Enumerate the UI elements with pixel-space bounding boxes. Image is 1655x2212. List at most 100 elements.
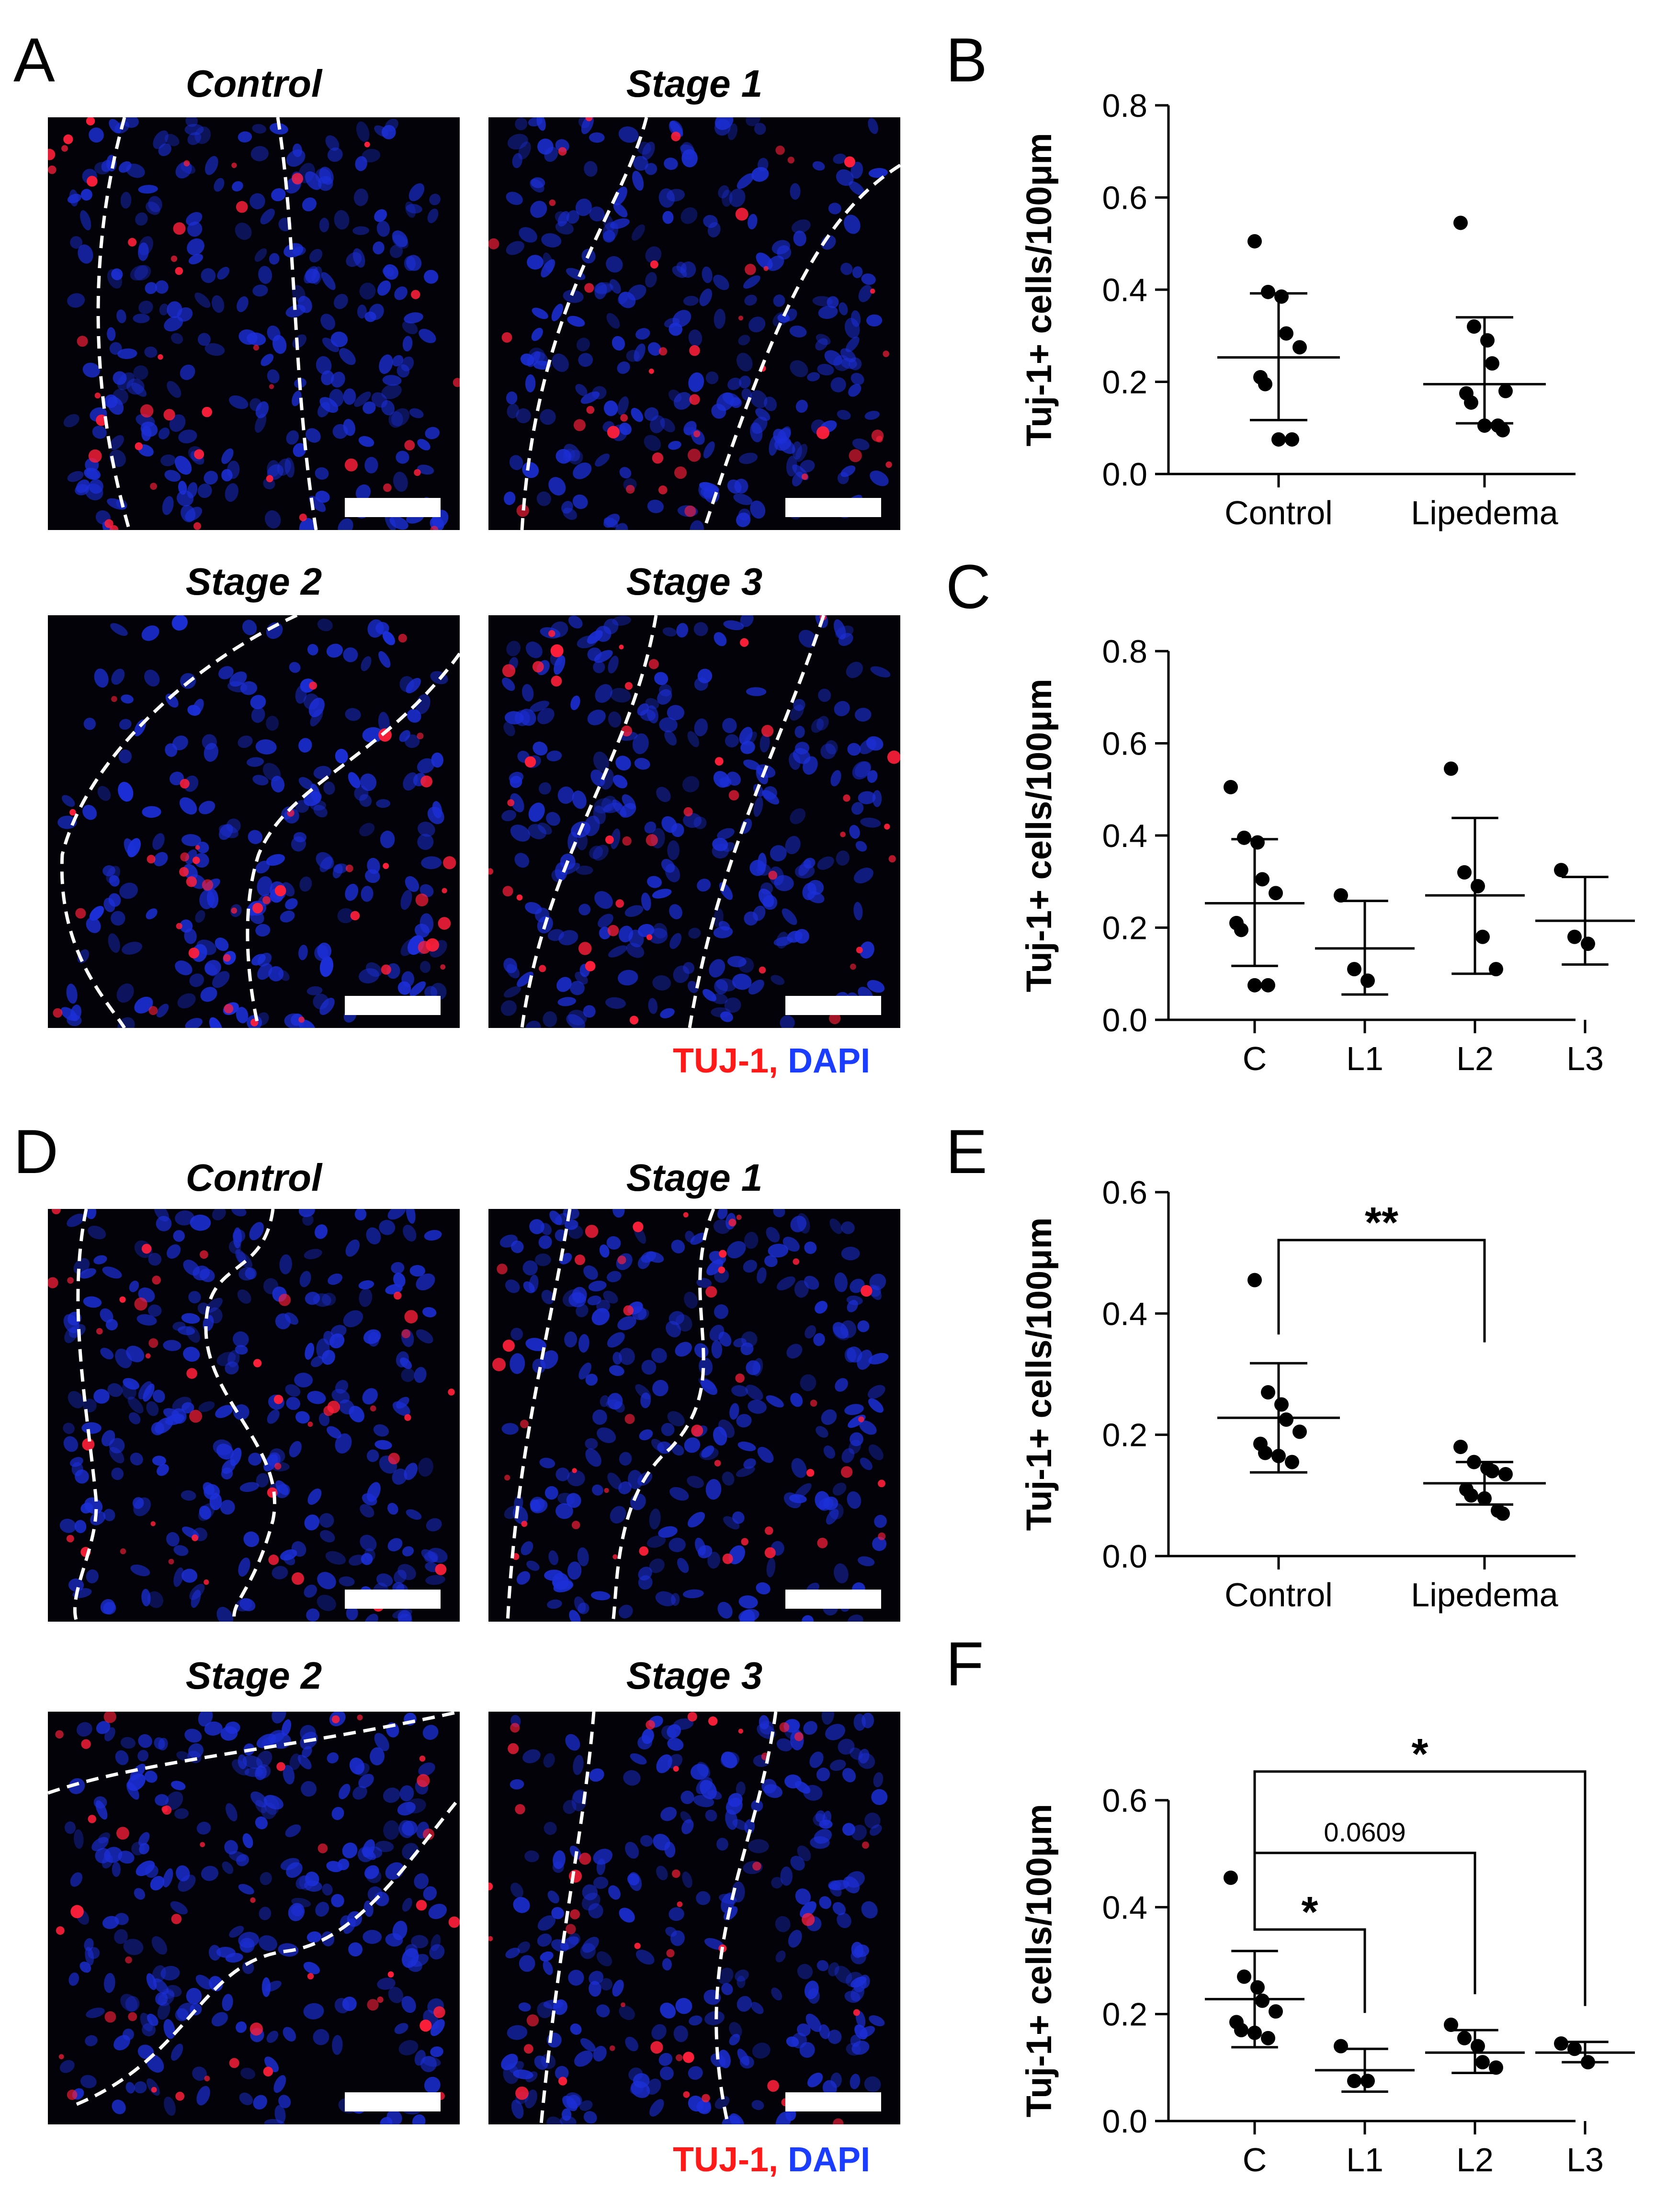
significance-bracket <box>1277 1239 1486 1343</box>
data-point <box>1554 2036 1568 2051</box>
significance-bracket <box>1253 1922 1366 2013</box>
x-tick-label: C <box>1243 2141 1267 2178</box>
y-axis-label: Tuj-1+ cells/100μm <box>1019 679 1059 993</box>
data-point <box>1247 1273 1262 1287</box>
data-point <box>1279 1412 1293 1427</box>
data-point <box>1347 962 1361 977</box>
y-tick-label: 0.8 <box>1102 88 1147 124</box>
data-point <box>1347 2074 1361 2088</box>
significance-bracket <box>1253 1770 1587 2006</box>
data-point <box>1581 2055 1595 2070</box>
data-point <box>1485 356 1499 371</box>
chart-c: 0.0 0.2 0.4 0.6 0.8 Tuj-1+ cells/100μm C L1 L2 L3 <box>1006 622 1635 1101</box>
data-point <box>1250 835 1265 850</box>
data-point <box>1581 937 1595 951</box>
panel-letter-b: B <box>946 25 987 95</box>
data-point <box>1285 432 1299 447</box>
data-point <box>1250 1980 1265 1995</box>
legend-a: TUJ-1, DAPI <box>673 1044 870 1078</box>
data-point <box>1471 2039 1485 2054</box>
data-point <box>1237 830 1251 845</box>
data-point <box>1498 384 1513 398</box>
data-point <box>1457 865 1472 880</box>
data-point <box>1224 779 1238 794</box>
significance-label: 0.0609 <box>1324 1817 1406 1847</box>
data-point <box>1496 423 1510 438</box>
y-axis-label: Tuj-1+ cells/100μm <box>1019 1218 1059 1531</box>
legend-a-dapi: DAPI <box>788 1042 871 1080</box>
image-title-a-control: Control <box>185 62 322 105</box>
data-point <box>1496 1506 1510 1521</box>
image-title-d-stage2: Stage 2 <box>185 1654 322 1697</box>
data-point <box>1480 333 1495 348</box>
x-tick-label: Lipedema <box>1411 494 1558 531</box>
scale-bar <box>345 996 441 1015</box>
significance-label: * <box>1301 1888 1318 1936</box>
y-tick-label: 0.4 <box>1102 818 1147 854</box>
data-point <box>1334 2039 1348 2054</box>
image-title-d-control: Control <box>185 1156 322 1199</box>
scale-bar <box>785 996 881 1015</box>
y-tick-label: 0.4 <box>1102 1889 1147 1926</box>
data-point <box>1255 1993 1270 2008</box>
data-point <box>1274 1397 1289 1412</box>
y-tick-label: 0.8 <box>1102 633 1147 670</box>
data-point <box>1485 1464 1499 1478</box>
y-tick-label: 0.0 <box>1102 456 1147 493</box>
data-point <box>1453 1440 1468 1454</box>
x-tick-label: Control <box>1224 494 1333 531</box>
data-point <box>1477 1491 1492 1506</box>
x-tick-label: Control <box>1224 1576 1333 1614</box>
x-tick-label: Lipedema <box>1411 1576 1558 1614</box>
data-point <box>1467 1455 1481 1469</box>
legend-a-tuj1: TUJ-1, <box>673 1042 779 1080</box>
y-tick-label: 0.6 <box>1102 1783 1147 1819</box>
data-point <box>1247 2025 1262 2040</box>
data-point <box>1457 2031 1472 2045</box>
scale-bar <box>785 1590 881 1609</box>
image-title-a-stage3: Stage 3 <box>626 560 763 603</box>
data-point <box>1464 1488 1478 1503</box>
y-tick-label: 0.0 <box>1102 2103 1147 2140</box>
data-point <box>1489 2060 1503 2075</box>
scale-bar <box>345 498 441 517</box>
data-point <box>1279 326 1293 341</box>
x-tick-label: L3 <box>1566 2141 1604 2178</box>
panel-letter-f: F <box>946 1629 984 1699</box>
y-tick-label: 0.4 <box>1102 1296 1147 1332</box>
data-point <box>1247 978 1262 993</box>
data-point <box>1467 319 1481 334</box>
data-point <box>1258 377 1272 392</box>
legend-d: TUJ-1, DAPI <box>673 2143 870 2177</box>
image-title-a-stage1: Stage 1 <box>626 62 763 105</box>
data-point <box>1498 1467 1513 1481</box>
x-tick-label: C <box>1243 1040 1267 1077</box>
scale-bar <box>345 2092 441 2111</box>
data-point <box>1269 886 1283 901</box>
y-axis-label: Tuj-1+ cells/100μm <box>1019 1804 1059 2118</box>
data-point <box>1292 340 1307 355</box>
data-point <box>1255 872 1270 887</box>
image-title-a-stage2: Stage 2 <box>185 560 322 603</box>
micrograph-a-stage1 <box>488 117 900 530</box>
data-point <box>1471 879 1485 893</box>
y-tick-label: 0.0 <box>1102 1538 1147 1575</box>
data-point <box>1444 761 1458 776</box>
data-point <box>1237 1969 1251 1984</box>
panel-letter-d: D <box>13 1117 58 1186</box>
micrograph-a-stage3 <box>488 615 900 1028</box>
data-point <box>1567 929 1582 944</box>
data-point <box>1360 2074 1375 2088</box>
data-point <box>1271 432 1286 447</box>
data-point <box>1234 2023 1248 2038</box>
significance-label: ** <box>1365 1199 1398 1247</box>
data-point <box>1444 2018 1458 2032</box>
scale-bar <box>785 498 881 517</box>
panel-letter-a: A <box>13 25 55 95</box>
data-point <box>1464 395 1478 410</box>
legend-d-dapi: DAPI <box>788 2141 871 2179</box>
data-point <box>1258 1445 1272 1460</box>
data-point <box>1234 923 1248 937</box>
y-axis-label: Tuj-1+ cells/100μm <box>1019 133 1059 447</box>
micrograph-d-control <box>48 1209 460 1622</box>
